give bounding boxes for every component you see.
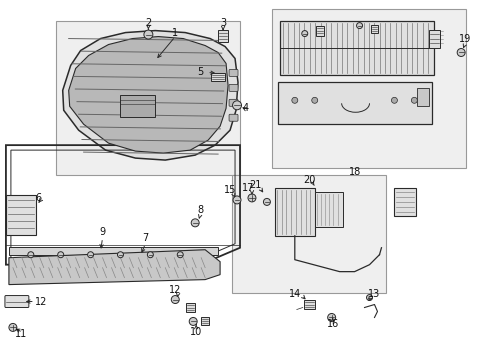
Text: 4: 4 bbox=[243, 103, 248, 113]
Circle shape bbox=[87, 252, 93, 258]
FancyBboxPatch shape bbox=[185, 303, 194, 312]
FancyBboxPatch shape bbox=[304, 300, 315, 309]
FancyBboxPatch shape bbox=[279, 21, 433, 75]
Circle shape bbox=[410, 97, 416, 103]
FancyBboxPatch shape bbox=[228, 114, 238, 121]
FancyBboxPatch shape bbox=[56, 21, 240, 175]
Circle shape bbox=[327, 314, 335, 321]
Circle shape bbox=[232, 101, 241, 110]
Text: 18: 18 bbox=[349, 167, 361, 177]
Text: 9: 9 bbox=[99, 227, 105, 237]
Circle shape bbox=[171, 296, 179, 303]
Circle shape bbox=[247, 194, 255, 202]
Circle shape bbox=[301, 31, 307, 37]
FancyBboxPatch shape bbox=[370, 24, 377, 32]
Text: 11: 11 bbox=[15, 329, 27, 339]
Circle shape bbox=[291, 97, 297, 103]
FancyBboxPatch shape bbox=[228, 84, 238, 91]
Circle shape bbox=[143, 30, 153, 39]
Text: 20: 20 bbox=[303, 175, 315, 185]
Circle shape bbox=[58, 252, 63, 258]
FancyBboxPatch shape bbox=[201, 318, 209, 325]
Text: 16: 16 bbox=[326, 319, 338, 329]
Text: 7: 7 bbox=[142, 233, 148, 243]
Polygon shape bbox=[62, 31, 238, 160]
Circle shape bbox=[191, 219, 199, 227]
FancyBboxPatch shape bbox=[314, 192, 342, 227]
Circle shape bbox=[147, 252, 153, 258]
Circle shape bbox=[233, 196, 241, 204]
Text: 10: 10 bbox=[190, 327, 202, 337]
FancyBboxPatch shape bbox=[394, 188, 415, 216]
FancyBboxPatch shape bbox=[6, 195, 36, 235]
Text: 21: 21 bbox=[248, 180, 261, 190]
Circle shape bbox=[28, 252, 34, 258]
FancyBboxPatch shape bbox=[211, 73, 224, 81]
Text: 5: 5 bbox=[197, 67, 203, 77]
FancyBboxPatch shape bbox=[315, 26, 323, 36]
FancyBboxPatch shape bbox=[228, 99, 238, 106]
Circle shape bbox=[390, 97, 397, 103]
Circle shape bbox=[177, 252, 183, 258]
FancyBboxPatch shape bbox=[9, 247, 218, 255]
Polygon shape bbox=[9, 250, 220, 285]
FancyBboxPatch shape bbox=[416, 88, 428, 106]
FancyBboxPatch shape bbox=[232, 175, 386, 293]
Circle shape bbox=[117, 252, 123, 258]
FancyBboxPatch shape bbox=[5, 296, 29, 307]
Text: 12: 12 bbox=[169, 284, 181, 294]
FancyBboxPatch shape bbox=[428, 30, 439, 48]
FancyBboxPatch shape bbox=[271, 9, 465, 168]
Text: 8: 8 bbox=[197, 205, 203, 215]
Text: 13: 13 bbox=[367, 289, 380, 298]
Text: 3: 3 bbox=[220, 18, 225, 28]
Circle shape bbox=[366, 294, 372, 301]
FancyBboxPatch shape bbox=[120, 95, 155, 117]
Text: 12: 12 bbox=[35, 297, 47, 306]
Polygon shape bbox=[68, 37, 227, 153]
Circle shape bbox=[9, 323, 17, 332]
Circle shape bbox=[189, 318, 197, 325]
Circle shape bbox=[456, 49, 464, 57]
Circle shape bbox=[356, 23, 362, 28]
FancyBboxPatch shape bbox=[218, 30, 227, 41]
Text: 1: 1 bbox=[172, 28, 178, 37]
Text: 2: 2 bbox=[145, 18, 151, 28]
Circle shape bbox=[263, 198, 270, 206]
Circle shape bbox=[311, 97, 317, 103]
FancyBboxPatch shape bbox=[228, 69, 238, 76]
Text: 19: 19 bbox=[458, 33, 470, 44]
Text: 17: 17 bbox=[241, 183, 254, 193]
Text: 15: 15 bbox=[224, 185, 236, 195]
FancyBboxPatch shape bbox=[277, 82, 431, 124]
Text: 14: 14 bbox=[288, 289, 300, 298]
Text: 6: 6 bbox=[36, 193, 42, 203]
FancyBboxPatch shape bbox=[274, 188, 314, 236]
